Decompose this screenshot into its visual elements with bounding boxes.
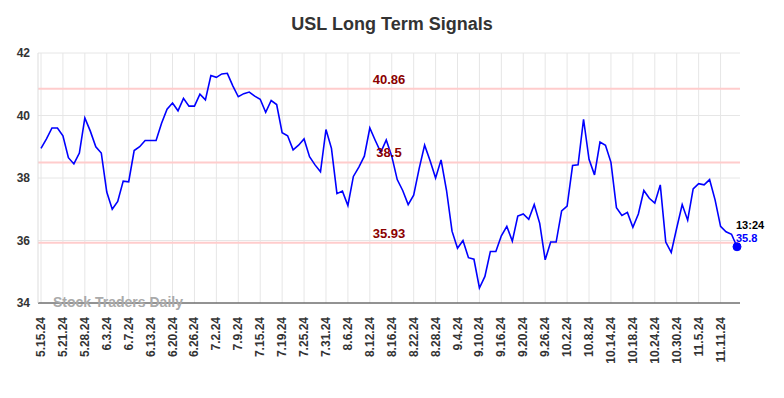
svg-text:7.15.24: 7.15.24 <box>253 317 267 357</box>
svg-text:11.5.24: 11.5.24 <box>692 317 706 357</box>
svg-text:10.8.24: 10.8.24 <box>582 317 596 357</box>
svg-text:10.24.24: 10.24.24 <box>648 317 662 364</box>
svg-text:7.2.24: 7.2.24 <box>209 317 223 351</box>
svg-text:35.93: 35.93 <box>373 226 406 241</box>
svg-text:10.14.24: 10.14.24 <box>604 317 618 364</box>
svg-text:9.16.24: 9.16.24 <box>494 317 508 357</box>
svg-text:6.13.24: 6.13.24 <box>144 317 158 357</box>
svg-text:6.20.24: 6.20.24 <box>166 317 180 357</box>
svg-text:10.18.24: 10.18.24 <box>626 317 640 364</box>
svg-text:40: 40 <box>17 109 31 123</box>
svg-text:38.5: 38.5 <box>376 145 401 160</box>
svg-text:7.31.24: 7.31.24 <box>319 317 333 357</box>
svg-text:38: 38 <box>17 171 31 185</box>
svg-text:8.28.24: 8.28.24 <box>429 317 443 357</box>
svg-text:10.30.24: 10.30.24 <box>670 317 684 364</box>
svg-text:5.15.24: 5.15.24 <box>34 317 48 357</box>
svg-text:5.21.24: 5.21.24 <box>56 317 70 357</box>
svg-text:6.7.24: 6.7.24 <box>122 317 136 351</box>
svg-text:8.12.24: 8.12.24 <box>363 317 377 357</box>
svg-text:42: 42 <box>17 46 31 60</box>
html-text:USL Long Term Signals: USL Long Term Signals <box>291 14 493 34</box>
svg-text:6.3.24: 6.3.24 <box>100 317 114 351</box>
svg-text:11.11.24: 11.11.24 <box>714 317 728 363</box>
svg-text:10.2.24: 10.2.24 <box>560 317 574 357</box>
svg-text:34: 34 <box>17 296 31 310</box>
svg-text:9.26.24: 9.26.24 <box>538 317 552 357</box>
svg-text:8.16.24: 8.16.24 <box>385 317 399 357</box>
svg-text:8.22.24: 8.22.24 <box>407 317 421 357</box>
svg-text:36: 36 <box>17 234 31 248</box>
svg-text:40.86: 40.86 <box>373 72 406 87</box>
svg-text:8.6.24: 8.6.24 <box>341 317 355 351</box>
svg-text:5.28.24: 5.28.24 <box>78 317 92 357</box>
svg-text:7.25.24: 7.25.24 <box>297 317 311 357</box>
svg-text:7.9.24: 7.9.24 <box>231 317 245 351</box>
svg-text:9.10.24: 9.10.24 <box>472 317 486 357</box>
svg-text:9.20.24: 9.20.24 <box>516 317 530 357</box>
svg-text:9.4.24: 9.4.24 <box>451 317 465 351</box>
svg-text:6.26.24: 6.26.24 <box>187 317 201 357</box>
html-text:Stock Traders Daily: Stock Traders Daily <box>53 294 183 310</box>
svg-text:35.8: 35.8 <box>736 232 757 244</box>
svg-text:13:24: 13:24 <box>736 219 765 231</box>
svg-text:7.19.24: 7.19.24 <box>275 317 289 357</box>
